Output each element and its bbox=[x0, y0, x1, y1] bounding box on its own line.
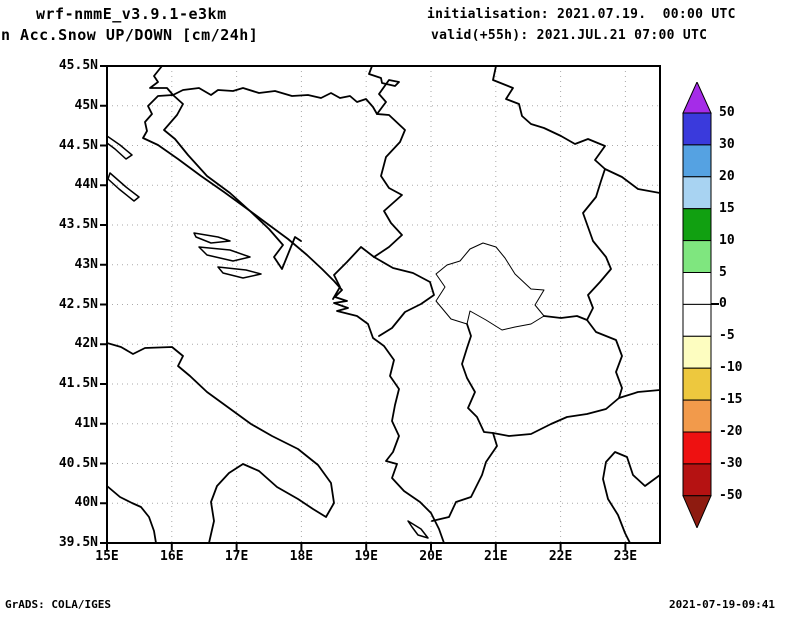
colorbar-level-label: 5 bbox=[719, 264, 727, 280]
lon-tick-label: 15E bbox=[95, 549, 119, 564]
macedonia-outline bbox=[461, 315, 623, 437]
lat-tick-label: 40N bbox=[74, 495, 98, 511]
colorbar-band bbox=[682, 367, 712, 401]
footer-credit: GrADS: COLA/IGES bbox=[5, 598, 111, 611]
colorbar-band bbox=[682, 176, 712, 210]
island-dugi-otok bbox=[107, 172, 140, 202]
border-danube-east bbox=[604, 168, 660, 194]
lon-tick-label: 21E bbox=[484, 549, 508, 564]
border-bosnia-montenegro bbox=[332, 246, 375, 300]
lat-tick-label: 42N bbox=[74, 336, 98, 352]
border-croatia-bosnia-south bbox=[163, 94, 302, 270]
colorbar-level-label: -20 bbox=[719, 424, 743, 439]
lat-tick-label: 40.5N bbox=[58, 455, 98, 471]
footer-timestamp: 2021-07-19-09:41 bbox=[669, 598, 775, 611]
lat-tick-label: 44N bbox=[74, 177, 98, 193]
product-title: n Acc.Snow UP/DOWN [cm/24h] bbox=[1, 26, 259, 44]
colorbar-level-label: -10 bbox=[719, 360, 743, 376]
colorbar-zero-tick bbox=[711, 303, 719, 306]
border-sava bbox=[172, 87, 378, 115]
kosovo-outline bbox=[435, 242, 545, 331]
island-korcula bbox=[217, 266, 262, 279]
colorbar-level-label: -5 bbox=[719, 328, 735, 344]
lon-tick-label: 23E bbox=[613, 549, 638, 564]
colorbar-level-label: 50 bbox=[719, 105, 735, 120]
colorbar-band bbox=[682, 335, 712, 369]
lat-tick-label: 41.5N bbox=[58, 376, 98, 391]
colorbar-level-label: -15 bbox=[719, 392, 743, 408]
island-corfu bbox=[407, 520, 429, 539]
colorbar-arrow-down bbox=[682, 495, 712, 528]
coastline-italy-tyrrhenian bbox=[107, 485, 157, 543]
colorbar-arrow-up bbox=[682, 82, 712, 114]
colorbar-band bbox=[682, 144, 712, 178]
lat-tick-label: 43.5N bbox=[58, 217, 98, 232]
lat-tick-label: 44.5N bbox=[58, 137, 98, 153]
border-drina bbox=[368, 66, 406, 258]
lat-tick-label: 41N bbox=[74, 415, 98, 431]
colorbar-level-label: -30 bbox=[719, 455, 743, 471]
coastline-italy-adriatic bbox=[107, 342, 335, 543]
colorbar-level-label: -50 bbox=[719, 487, 743, 503]
coastline-adriatic bbox=[142, 66, 445, 543]
map-canvas bbox=[100, 65, 661, 550]
colorbar-band bbox=[682, 399, 712, 433]
island-brac bbox=[193, 232, 231, 244]
coastline-greece-aegean bbox=[602, 451, 660, 543]
border-greece-bulgaria bbox=[618, 389, 660, 399]
colorbar-band bbox=[682, 272, 712, 305]
valid-time-label: valid(+55h): 2021.JUL.21 07:00 UTC bbox=[431, 28, 708, 43]
lat-tick-label: 43N bbox=[74, 256, 98, 272]
colorbar bbox=[682, 82, 712, 528]
colorbar-band bbox=[682, 303, 712, 337]
colorbar-band bbox=[682, 463, 712, 497]
lon-tick-label: 16E bbox=[160, 549, 184, 564]
border-montenegro-albania bbox=[373, 256, 435, 337]
colorbar-level-label: 0 bbox=[719, 296, 727, 312]
border-serbia-bulgaria-romania bbox=[492, 66, 612, 321]
border-albania-greece bbox=[431, 432, 498, 522]
geography-layer bbox=[107, 66, 660, 543]
lon-tick-label: 19E bbox=[354, 549, 378, 564]
lon-tick-label: 22E bbox=[548, 549, 573, 564]
island-pag bbox=[107, 135, 133, 160]
lat-tick-label: 39.5N bbox=[58, 535, 98, 550]
lon-tick-label: 20E bbox=[419, 549, 443, 564]
lon-tick-label: 17E bbox=[224, 549, 249, 564]
lat-tick-label: 45N bbox=[74, 97, 98, 113]
colorbar-level-label: 20 bbox=[719, 168, 735, 184]
colorbar-band bbox=[682, 431, 712, 465]
grid-layer bbox=[107, 66, 660, 543]
lon-tick-label: 18E bbox=[289, 549, 314, 564]
colorbar-level-label: 30 bbox=[719, 136, 735, 152]
colorbar-band bbox=[682, 208, 712, 242]
init-time-label: initialisation: 2021.07.19. 00:00 UTC bbox=[427, 7, 736, 22]
axis-ticks bbox=[100, 65, 627, 550]
colorbar-level-label: 15 bbox=[719, 200, 735, 216]
colorbar-band bbox=[682, 240, 712, 274]
lat-tick-label: 42.5N bbox=[58, 296, 98, 312]
colorbar-level-label: 10 bbox=[719, 232, 735, 248]
lat-tick-label: 45.5N bbox=[58, 58, 98, 73]
island-hvar bbox=[198, 246, 251, 262]
model-title: wrf-nmmE_v3.9.1-e3km bbox=[36, 5, 227, 23]
colorbar-band bbox=[682, 112, 712, 146]
